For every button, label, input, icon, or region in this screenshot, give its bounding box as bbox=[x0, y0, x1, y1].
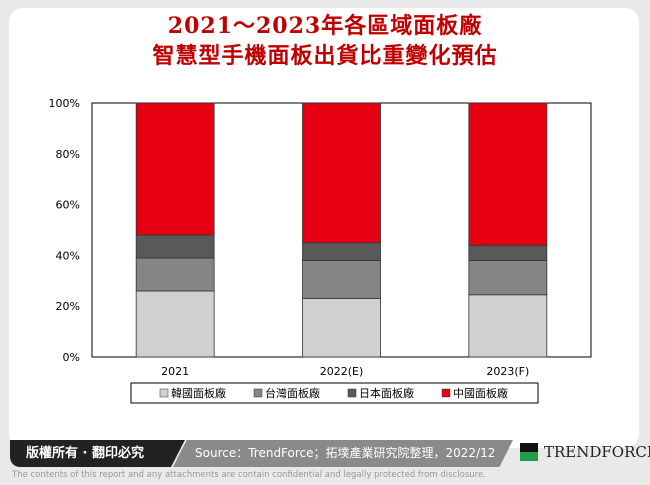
y-tick-label: 100% bbox=[49, 97, 80, 110]
footer: 版權所有 · 翻印必究 Source：TrendForce；拓墣產業研究院整理，… bbox=[10, 440, 650, 467]
trendforce-logo: TRENDFORCE bbox=[520, 443, 650, 461]
legend-label: 韓國面板廠 bbox=[171, 386, 226, 400]
bar-segment bbox=[468, 102, 548, 246]
bar-segment bbox=[302, 242, 381, 261]
y-tick-label: 60% bbox=[56, 199, 80, 212]
legend-swatch bbox=[253, 388, 263, 398]
bar-segment bbox=[302, 298, 381, 358]
bar-segment bbox=[302, 260, 381, 299]
y-tick-label: 40% bbox=[56, 249, 80, 262]
legend-label: 日本面板廠 bbox=[359, 386, 414, 400]
source: Source：TrendForce；拓墣產業研究院整理，2022/12 bbox=[173, 440, 513, 467]
x-tick-label: 2022(E) bbox=[320, 365, 364, 378]
y-tick-label: 20% bbox=[56, 300, 80, 313]
bar-segment bbox=[468, 260, 548, 296]
logo-text: TRENDFORCE bbox=[544, 443, 650, 461]
legend-label: 中國面板廠 bbox=[453, 386, 508, 400]
chart-title-line1: 2021～2023年各區域面板廠 bbox=[167, 13, 483, 39]
x-tick-label: 2021 bbox=[161, 365, 189, 378]
bar-segment bbox=[468, 294, 548, 358]
legend-swatch bbox=[347, 388, 357, 398]
x-tick-label: 2023(F) bbox=[486, 365, 529, 378]
bar-segment bbox=[135, 102, 215, 236]
chart-title-line2: 智慧型手機面板出貨比重變化預估 bbox=[152, 43, 498, 69]
logo-icon bbox=[520, 443, 538, 461]
legend-label: 台灣面板廠 bbox=[265, 386, 320, 400]
bar-segment bbox=[135, 290, 215, 358]
bar-segment bbox=[135, 257, 215, 292]
bar-segment bbox=[135, 234, 215, 259]
y-tick-label: 80% bbox=[56, 148, 80, 161]
legend bbox=[130, 382, 539, 404]
bar-segment bbox=[302, 102, 381, 244]
y-tick-label: 0% bbox=[63, 351, 80, 364]
legend-swatch bbox=[159, 388, 169, 398]
legend-swatch bbox=[441, 388, 451, 398]
bar-segment bbox=[468, 244, 548, 261]
copyright: 版權所有 · 翻印必究 bbox=[10, 440, 185, 467]
chart: 0% 20% 40% 60% 80% 100% 2021 2022(E) 2023(F) 韓國面板… bbox=[49, 97, 592, 404]
disclaimer: The contents of this report and any atta… bbox=[12, 470, 486, 480]
